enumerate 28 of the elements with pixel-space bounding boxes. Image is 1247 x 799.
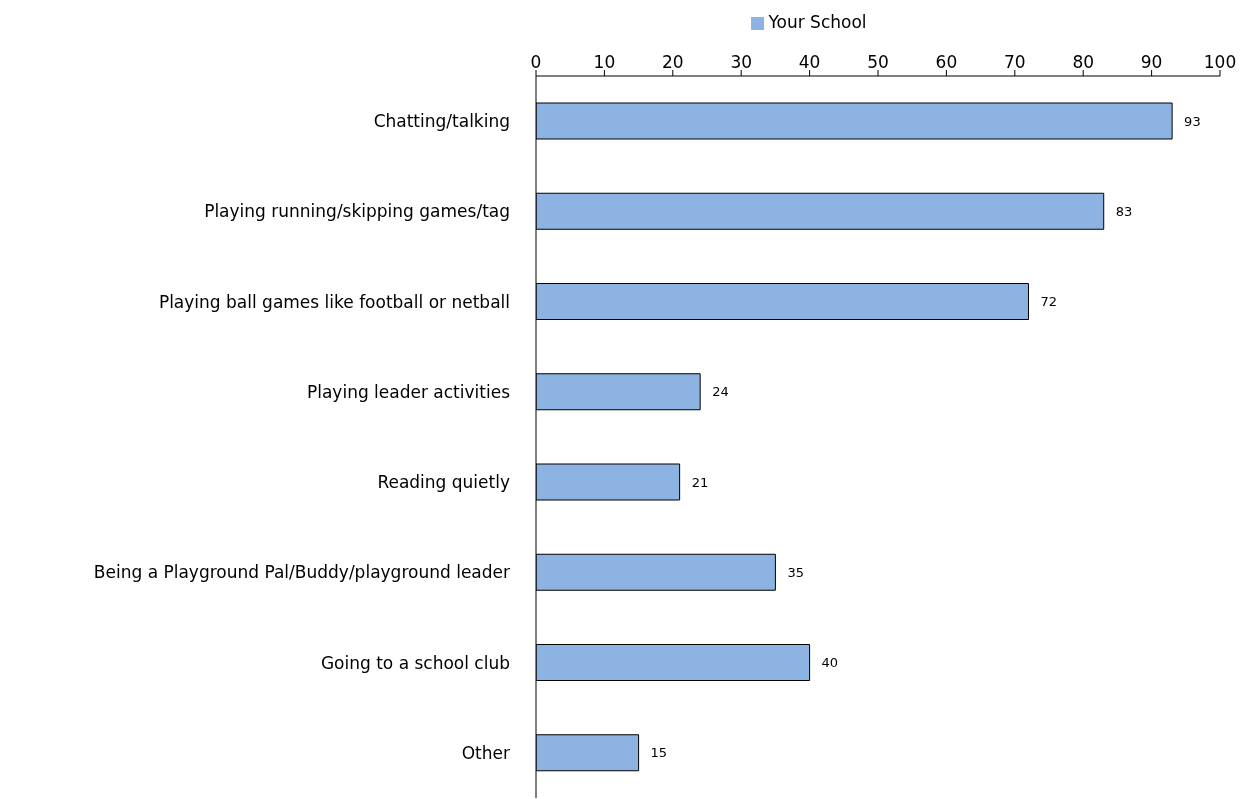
x-tick-label: 70 — [1003, 52, 1026, 72]
data-label: 35 — [787, 564, 804, 580]
x-tick-label: 40 — [798, 52, 821, 72]
y-tick-label: Being a Playground Pal/Buddy/playground leader — [93, 562, 511, 583]
x-tick-label: 80 — [1072, 52, 1095, 72]
y-tick-label: Other — [461, 742, 510, 763]
data-label: 83 — [1115, 203, 1133, 219]
y-tick-label: Playing leader activities — [306, 381, 511, 402]
x-tick-label: 0 — [530, 52, 542, 72]
x-tick-label: 20 — [661, 52, 684, 72]
y-tick-label: Playing ball games like football or netball — [158, 291, 510, 312]
y-tick-label: Playing running/skipping games/tag — [204, 201, 510, 222]
legend-label: Your School — [768, 12, 867, 32]
data-label: 72 — [1040, 294, 1058, 310]
x-tick-label: 10 — [593, 52, 616, 72]
y-tick-label: Reading quietly — [377, 472, 510, 493]
data-label: 93 — [1184, 113, 1201, 129]
x-tick-label: 30 — [730, 52, 753, 72]
data-label: 24 — [712, 384, 729, 400]
x-tick-label: 100 — [1203, 52, 1237, 72]
y-tick-label: Going to a school club — [320, 652, 510, 673]
y-tick-label: Chatting/talking — [373, 111, 510, 132]
x-tick-label: 50 — [867, 52, 889, 72]
x-tick-label: 60 — [935, 52, 958, 72]
data-label: 21 — [691, 474, 709, 490]
data-label: 15 — [650, 745, 668, 761]
x-tick-label: 90 — [1140, 52, 1163, 72]
data-label: 40 — [821, 655, 839, 671]
